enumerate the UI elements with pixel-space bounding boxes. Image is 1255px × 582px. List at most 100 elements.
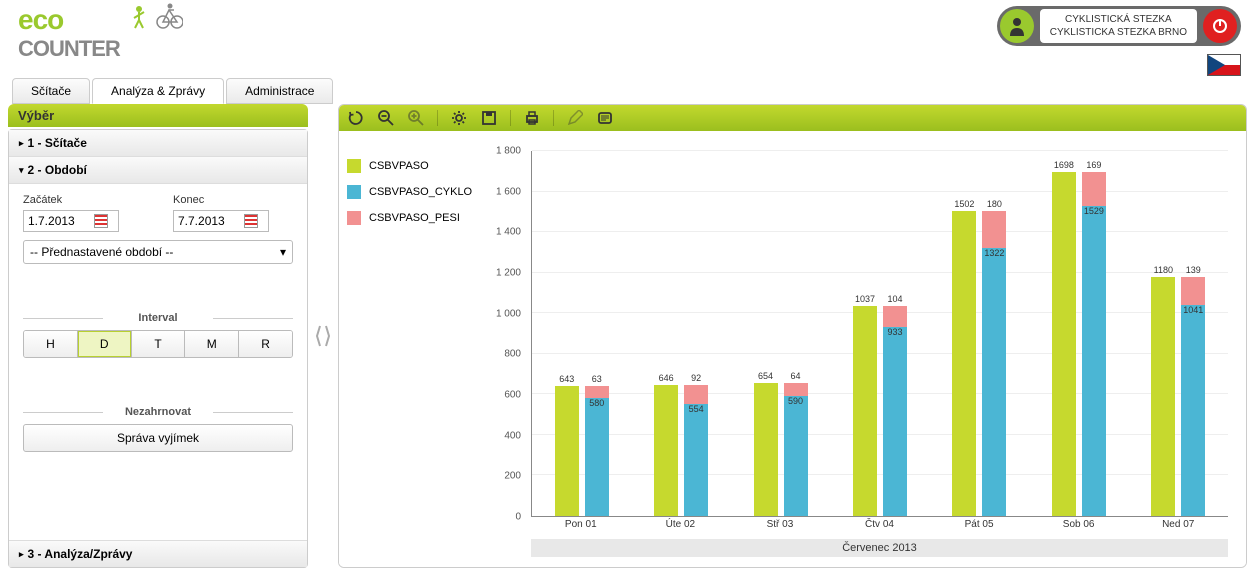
bar-stacked: 180 1322 [982, 211, 1006, 516]
x-label: Čtv 04 [865, 519, 894, 530]
bar-chart: 02004006008001 0001 2001 4001 6001 800 6… [487, 151, 1232, 557]
print-icon[interactable] [523, 109, 541, 127]
end-label: Konec [173, 194, 293, 206]
bar-stacked: 64 590 [784, 383, 808, 516]
main: Výběr ▸1 - Sčítače ▾2 - Období Začátek K… [0, 100, 1255, 576]
bar-group: 1037104 933 [853, 151, 907, 516]
legend-label: CSBVPASO [369, 160, 429, 172]
y-tick: 1 200 [496, 268, 521, 279]
acc-header-period[interactable]: ▾2 - Období [9, 157, 307, 184]
bar-stacked: 169 1529 [1082, 172, 1106, 516]
user-avatar-icon [1000, 9, 1034, 43]
edit-icon[interactable] [566, 109, 584, 127]
acc-label: 2 - Období [28, 163, 87, 177]
bar-single: 646 [654, 385, 678, 516]
acc-header-analysis[interactable]: ▸3 - Analýza/Zprávy [9, 540, 307, 567]
interval-btn-r[interactable]: R [239, 331, 292, 357]
user-line1: CYKLISTICKÁ STEZKA [1050, 13, 1187, 26]
bar-value-top: 64 [791, 371, 801, 381]
sidebar-title: Výběr [8, 104, 308, 127]
calendar-icon[interactable] [94, 214, 108, 228]
legend-item: CSBVPASO_CYKLO [347, 185, 487, 199]
manage-exceptions-button[interactable]: Správa vyjímek [23, 424, 293, 452]
bar-stack-top: 590 [784, 383, 808, 396]
tab-s-ta-e[interactable]: Sčítače [12, 78, 90, 104]
bar-single: 643 [555, 386, 579, 516]
chevron-down-icon: ▾ [280, 245, 286, 259]
bar-value-bottom: 1322 [984, 248, 1004, 258]
y-tick: 1 400 [496, 227, 521, 238]
bar-value: 1502 [954, 199, 974, 209]
bar-group: 64692 554 [654, 151, 708, 516]
accordion: ▸1 - Sčítače ▾2 - Období Začátek Konec [8, 129, 308, 568]
start-date-field[interactable] [28, 214, 90, 228]
acc-label: 3 - Analýza/Zprávy [28, 547, 133, 561]
bar-value-bottom: 580 [589, 398, 604, 408]
preset-select[interactable]: -- Přednastavené období -- ▾ [23, 240, 293, 264]
gear-icon[interactable] [450, 109, 468, 127]
end-date-input[interactable] [173, 210, 269, 232]
x-label: Úte 02 [666, 519, 695, 530]
bar-value-top: 180 [987, 199, 1002, 209]
bar-value-bottom: 1041 [1183, 305, 1203, 315]
y-axis: 02004006008001 0001 2001 4001 6001 800 [487, 151, 527, 517]
bar-stack-top: 1529 [1082, 172, 1106, 206]
divider-handle[interactable] [314, 104, 332, 568]
interval-btn-m[interactable]: M [185, 331, 239, 357]
x-label: Sob 06 [1063, 519, 1095, 530]
y-tick: 1 000 [496, 308, 521, 319]
bar-value-bottom: 590 [788, 396, 803, 406]
acc-header-counters[interactable]: ▸1 - Sčítače [9, 130, 307, 157]
nav-tabs: SčítačeAnalýza & ZprávyAdministrace [12, 78, 335, 104]
y-tick: 800 [504, 349, 521, 360]
zoom-in-icon[interactable] [407, 109, 425, 127]
acc-body-period: Začátek Konec - [9, 184, 307, 540]
bar-value: 654 [758, 371, 773, 381]
logout-button[interactable] [1203, 9, 1237, 43]
bar-stack-top: 554 [684, 385, 708, 404]
x-label: Pát 05 [965, 519, 994, 530]
refresh-icon[interactable] [347, 109, 365, 127]
interval-btn-d[interactable]: D [78, 331, 132, 357]
note-icon[interactable] [596, 109, 614, 127]
calendar-icon[interactable] [244, 214, 258, 228]
preset-label: -- Přednastavené období -- [30, 245, 173, 259]
tab-administrace[interactable]: Administrace [226, 78, 333, 104]
x-axis-labels: Pon 01Úte 02Stř 03Čtv 04Pát 05Sob 06Ned … [531, 519, 1228, 537]
interval-btn-t[interactable]: T [132, 331, 186, 357]
content: CSBVPASOCSBVPASO_CYKLOCSBVPASO_PESI 0200… [338, 104, 1247, 568]
flag-cz-icon[interactable] [1207, 54, 1241, 76]
end-date-field[interactable] [178, 214, 240, 228]
user-info: CYKLISTICKÁ STEZKA CYKLISTICKA STEZKA BR… [1040, 9, 1197, 43]
bar-value-bottom: 554 [689, 404, 704, 414]
y-tick: 200 [504, 471, 521, 482]
ped-bike-icon [127, 2, 183, 30]
bar-value-top: 139 [1186, 265, 1201, 275]
logo: eco COUNTER [18, 4, 183, 64]
y-tick: 1 800 [496, 146, 521, 157]
save-icon[interactable] [480, 109, 498, 127]
bar-value-top: 104 [887, 294, 902, 304]
interval-btn-h[interactable]: H [24, 331, 78, 357]
legend-item: CSBVPASO [347, 159, 487, 173]
bar-value: 1698 [1054, 160, 1074, 170]
bar-single: 1037 [853, 306, 877, 516]
bar-stacked: 104 933 [883, 306, 907, 516]
legend: CSBVPASO CSBVPASO_CYKLO CSBVPASO_PESI [347, 151, 487, 557]
bar-stack-top: 1041 [1181, 277, 1205, 305]
y-tick: 600 [504, 390, 521, 401]
tab-anal-za-zpr-vy[interactable]: Analýza & Zprávy [92, 78, 224, 104]
bar-single: 1502 [952, 211, 976, 516]
zoom-out-icon[interactable] [377, 109, 395, 127]
bar-stacked: 92 554 [684, 385, 708, 516]
legend-label: CSBVPASO_PESI [369, 212, 460, 224]
bar-value-bottom: 1529 [1084, 206, 1104, 216]
start-date-input[interactable] [23, 210, 119, 232]
plot-area: 64363 580 64692 554 654 64 590 1037104 93… [531, 151, 1228, 517]
bar-group: 64363 580 [555, 151, 609, 516]
exclude-section-label: Nezahrnovat [23, 406, 293, 418]
bar-stacked: 139 1041 [1181, 277, 1205, 516]
bar-stacked: 63 580 [585, 386, 609, 516]
interval-buttons: HDTMR [23, 330, 293, 358]
bar-value: 1180 [1154, 265, 1173, 275]
